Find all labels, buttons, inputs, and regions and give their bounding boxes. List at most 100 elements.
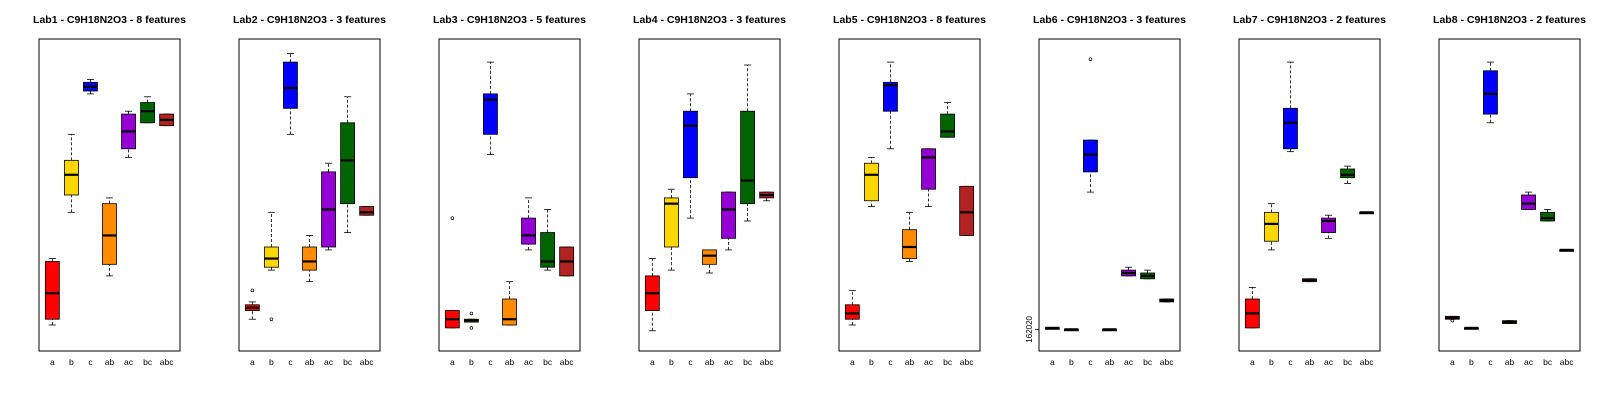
box-body [844, 304, 860, 320]
box-body [940, 113, 956, 138]
box-c [883, 61, 898, 150]
box-c [1283, 61, 1298, 153]
x-tick-label: bc [1543, 357, 1553, 367]
plot-frame [638, 38, 781, 352]
x-tick-label: ab [1105, 357, 1115, 367]
box-a [444, 216, 460, 329]
box-a [244, 288, 260, 320]
x-tick-label: a [1450, 357, 1455, 367]
box-abc [959, 185, 975, 236]
x-tick-label: a [450, 357, 455, 367]
box-body [702, 249, 717, 265]
panel-title: Lab6 - C9H18N2O3 - 3 features [1033, 14, 1186, 26]
plot-frame [1038, 38, 1181, 352]
x-tick-label: b [869, 357, 874, 367]
x-tick-label: ab [305, 357, 315, 367]
box-ac [721, 191, 736, 251]
box-body [721, 191, 736, 239]
panel-title: Lab1 - C9H18N2O3 - 8 features [33, 14, 186, 26]
x-tick-label: c [488, 357, 493, 367]
box-ab [302, 235, 317, 283]
x-tick-label: a [850, 357, 855, 367]
box-ac [121, 110, 136, 158]
box-a [844, 289, 860, 326]
box-body [663, 197, 679, 248]
box-ac [1321, 214, 1336, 239]
box-a [1444, 315, 1460, 323]
box-b [663, 188, 679, 271]
box-bc [1540, 209, 1556, 222]
box-a [1044, 326, 1060, 330]
box-bc [140, 96, 156, 124]
x-tick-label: abc [1360, 357, 1374, 367]
x-tick-label: ab [505, 357, 515, 367]
box-b [1063, 328, 1079, 332]
box-body [140, 102, 156, 124]
box-ac [1121, 266, 1136, 277]
outlier-point [269, 317, 274, 321]
box-abc [159, 113, 175, 127]
box-c [283, 53, 298, 135]
x-tick-label: a [50, 357, 55, 367]
box-body [740, 110, 756, 205]
x-tick-label: ac [724, 357, 734, 367]
outlier-point [250, 288, 255, 293]
x-tick-label: c [888, 357, 893, 367]
x-tick-label: c [1488, 357, 1493, 367]
box-bc [340, 96, 356, 233]
box-abc [359, 206, 375, 216]
box-bc [1140, 269, 1156, 280]
box-ab [1502, 320, 1517, 324]
box-b [1463, 326, 1479, 330]
y-tick-label: 162020 [1025, 315, 1034, 342]
box-a [644, 258, 660, 332]
box-body [340, 122, 356, 205]
box-body [302, 246, 317, 271]
x-tick-label: bc [743, 357, 753, 367]
outlier-point [469, 326, 474, 330]
box-b [863, 157, 879, 207]
x-tick-label: ab [705, 357, 715, 367]
box-body [44, 261, 60, 320]
box-body [1283, 107, 1298, 150]
box-abc [1359, 211, 1375, 215]
x-tick-label: b [1469, 357, 1474, 367]
box-body [863, 162, 879, 202]
x-tick-label: a [1250, 357, 1255, 367]
box-abc [559, 246, 575, 277]
box-body [1540, 211, 1556, 222]
x-tick-label: abc [760, 357, 774, 367]
x-tick-label: ac [1324, 357, 1334, 367]
x-tick-label: ac [924, 357, 934, 367]
x-tick-label: c [688, 357, 693, 367]
box-ab [702, 249, 717, 274]
box-ac [321, 162, 336, 251]
box-body [683, 110, 698, 179]
x-tick-label: b [269, 357, 274, 367]
x-tick-label: abc [960, 357, 974, 367]
outlier-point [450, 216, 455, 220]
x-tick-label: bc [543, 357, 553, 367]
x-tick-label: b [469, 357, 474, 367]
x-tick-label: a [1050, 357, 1055, 367]
box-ac [1521, 191, 1536, 210]
x-tick-label: b [69, 357, 74, 367]
outlier-point [1088, 57, 1093, 61]
box-body [1340, 168, 1356, 179]
x-tick-label: ab [1305, 357, 1315, 367]
box-abc [1159, 298, 1175, 303]
x-tick-label: abc [160, 357, 174, 367]
x-tick-label: c [1288, 357, 1293, 367]
box-ac [521, 197, 536, 251]
panel-title: Lab5 - C9H18N2O3 - 8 features [833, 14, 986, 26]
x-tick-label: ab [105, 357, 115, 367]
box-c [1483, 61, 1498, 124]
panel-title: Lab8 - C9H18N2O3 - 2 features [1433, 14, 1586, 26]
